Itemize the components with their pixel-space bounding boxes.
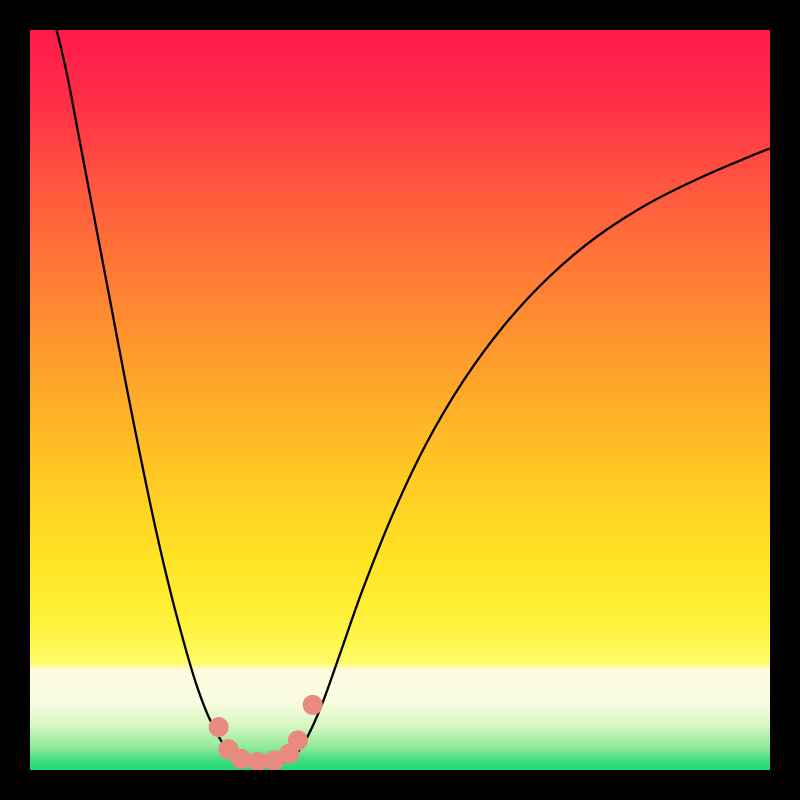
- marker-point: [209, 718, 228, 737]
- marker-point: [231, 749, 250, 768]
- plot-background: [30, 30, 770, 770]
- frame-left: [0, 0, 30, 800]
- frame-top: [0, 0, 800, 30]
- frame-right: [770, 0, 800, 800]
- bottleneck-chart: [0, 0, 800, 800]
- marker-point: [303, 695, 322, 714]
- marker-point: [288, 731, 307, 750]
- frame-bottom: [0, 770, 800, 800]
